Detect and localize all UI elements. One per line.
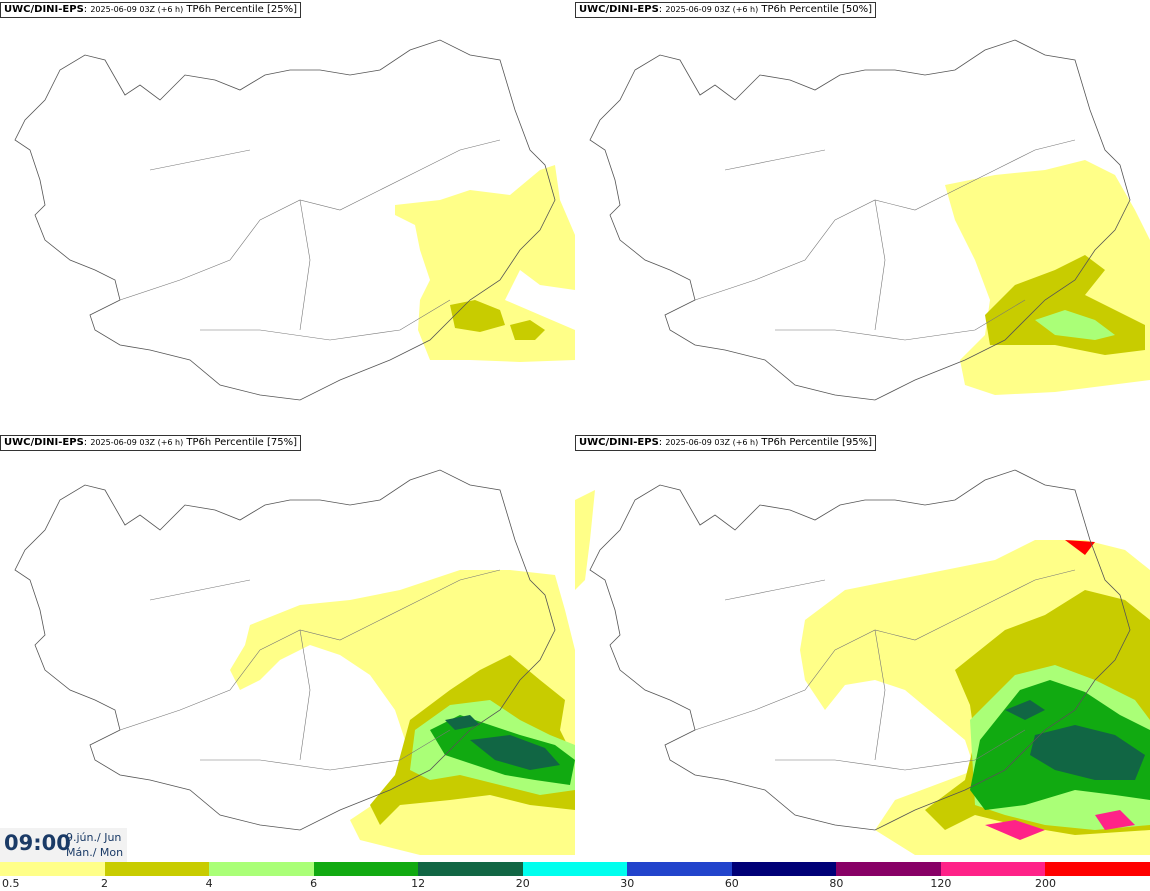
map-panel-p50: UWC/DINI-EPS: 2025-06-09 03Z (+6 h) TP6h… xyxy=(575,0,1150,430)
legend-color-0 xyxy=(0,862,106,876)
map-panel-p95: UWC/DINI-EPS: 2025-06-09 03Z (+6 h) TP6h… xyxy=(575,430,1150,860)
panel-title: UWC/DINI-EPS: 2025-06-09 03Z (+6 h) TP6h… xyxy=(575,435,876,451)
coastline xyxy=(14,39,556,401)
roads xyxy=(694,569,1076,771)
legend-color-2 xyxy=(209,862,315,876)
valid-time-clock: 09:00 xyxy=(4,831,71,855)
valid-time-box: 09:00 9.jún./ Jun Mán./ Mon xyxy=(0,828,127,862)
legend-tick-label: 6 xyxy=(310,877,318,890)
legend-tick-label: 200 xyxy=(1034,877,1056,890)
precip-field xyxy=(575,490,1150,855)
roads xyxy=(694,139,1076,341)
coastline xyxy=(589,469,1131,831)
panel-title: UWC/DINI-EPS: 2025-06-09 03Z (+6 h) TP6h… xyxy=(575,2,876,18)
roads xyxy=(119,139,501,341)
valid-date-line1: 9.jún./ Jun xyxy=(66,831,122,844)
precip-map xyxy=(14,469,575,855)
legend-tick-label: 4 xyxy=(205,877,213,890)
valid-date-line2: Mán./ Mon xyxy=(66,846,124,859)
legend-tick-label: 30 xyxy=(620,877,635,890)
legend-color-6 xyxy=(627,862,733,876)
legend-color-1 xyxy=(104,862,210,876)
legend-tick-label: 12 xyxy=(411,877,426,890)
color-legend: 0.5 2 4 6 12 20 30 60 80 120 200 xyxy=(0,862,1150,891)
legend-color-4 xyxy=(418,862,524,876)
map-panel-p75: UWC/DINI-EPS: 2025-06-09 03Z (+6 h) TP6h… xyxy=(0,430,575,860)
roads xyxy=(119,569,501,771)
legend-tick-label: 60 xyxy=(724,877,739,890)
legend-color-9 xyxy=(940,862,1046,876)
legend-tick-label: 20 xyxy=(515,877,530,890)
legend-color-10 xyxy=(1045,862,1150,876)
legend-tick-label: 2 xyxy=(101,877,109,890)
map-panel-p25: UWC/DINI-EPS: 2025-06-09 03Z (+6 h) TP6h… xyxy=(0,0,575,430)
precip-map xyxy=(14,39,575,401)
coastline xyxy=(589,39,1131,401)
panel-title: UWC/DINI-EPS: 2025-06-09 03Z (+6 h) TP6h… xyxy=(0,435,301,451)
coastline xyxy=(14,469,556,831)
legend-tick-label: 80 xyxy=(829,877,844,890)
legend-color-8 xyxy=(836,862,942,876)
precip-map xyxy=(575,469,1150,855)
panel-title: UWC/DINI-EPS: 2025-06-09 03Z (+6 h) TP6h… xyxy=(0,2,301,18)
precip-field xyxy=(395,165,575,362)
precip-map xyxy=(589,39,1150,401)
legend-tick-label: 120 xyxy=(930,877,952,890)
legend-tick-label: 0.5 xyxy=(2,877,20,890)
precip-field xyxy=(230,570,575,855)
legend-color-7 xyxy=(731,862,837,876)
legend-color-5 xyxy=(522,862,628,876)
precip-field xyxy=(945,160,1150,395)
legend-color-3 xyxy=(313,862,419,876)
